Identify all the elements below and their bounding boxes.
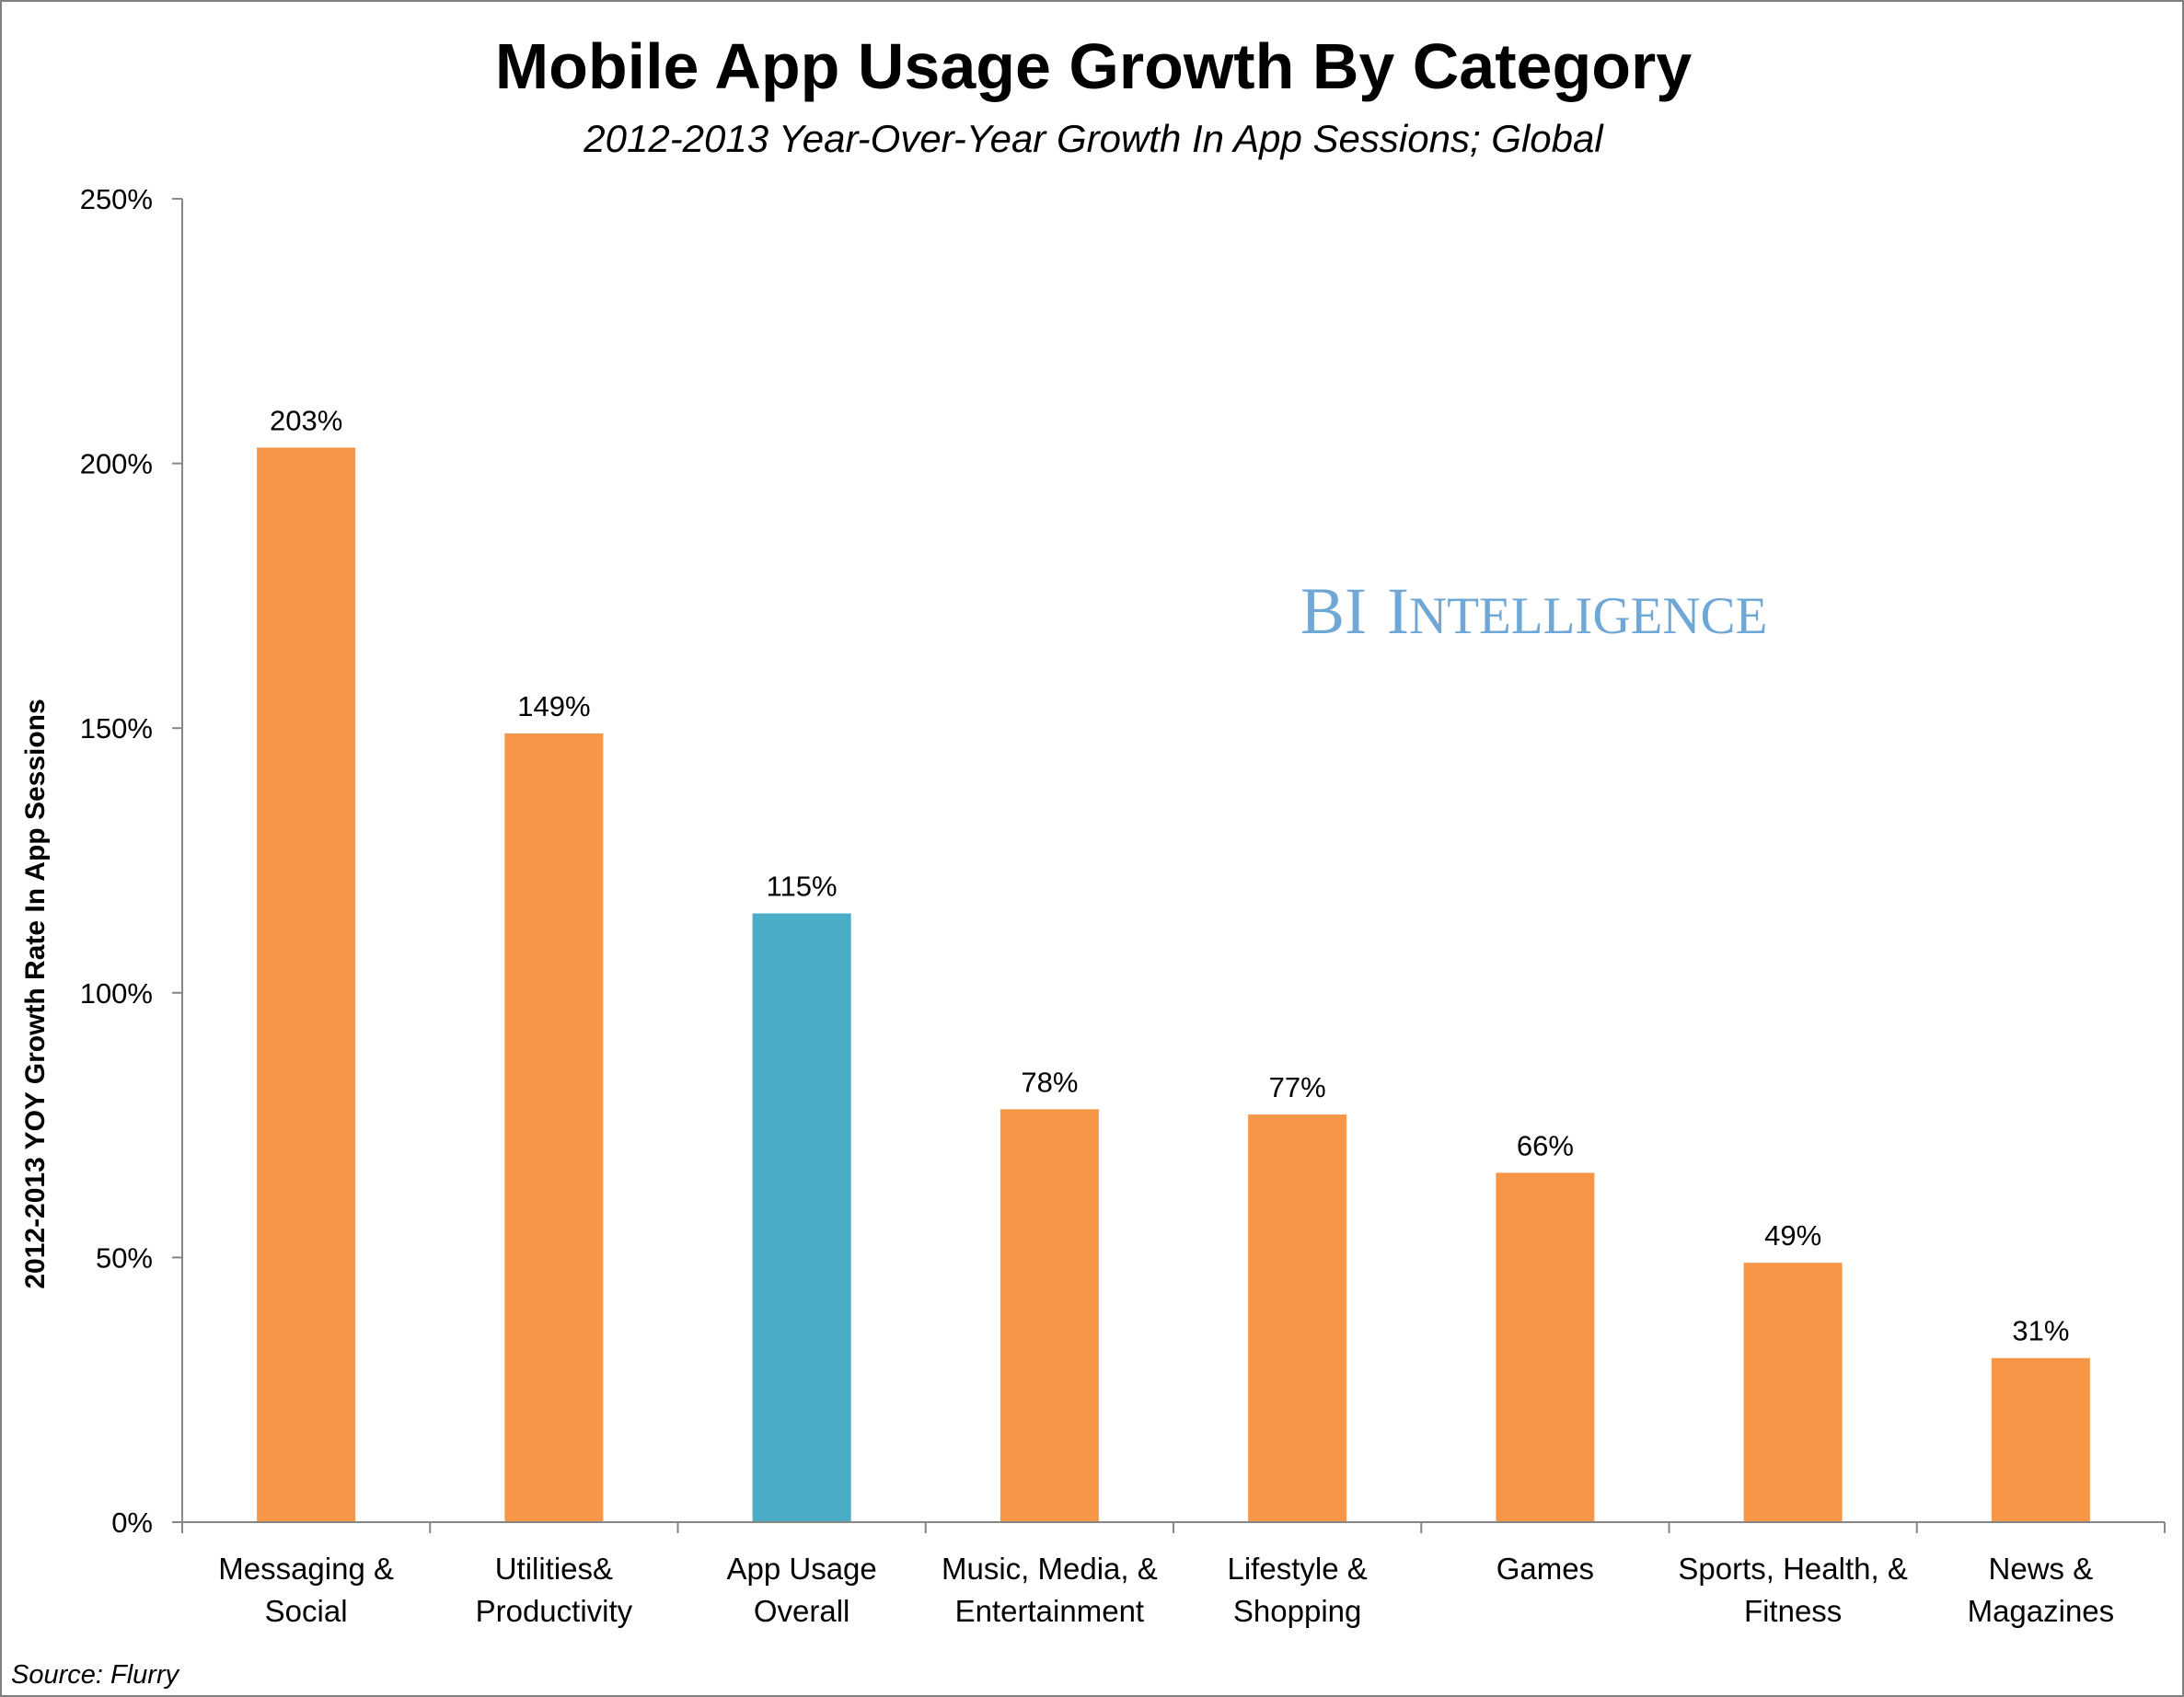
bars-group: 203% 149% 115% 78% 77% 66% 49% 31% bbox=[257, 404, 2090, 1522]
data-label: 115% bbox=[767, 871, 838, 903]
y-tick-label: 50% bbox=[96, 1241, 153, 1274]
category-label: Entertainment bbox=[955, 1594, 1144, 1628]
category-label: Messaging & bbox=[218, 1552, 394, 1586]
chart-subtitle: 2012-2013 Year-Over-Year Growth In App S… bbox=[583, 117, 1604, 160]
watermark-logo: BI INTELLIGENCE bbox=[1300, 574, 1767, 648]
bar bbox=[752, 913, 851, 1522]
data-label: 78% bbox=[1021, 1066, 1078, 1098]
y-tick-label: 0% bbox=[111, 1507, 153, 1539]
category-label: News & bbox=[1989, 1552, 2094, 1586]
category-label: Productivity bbox=[476, 1594, 633, 1628]
x-axis: Messaging & Social Utilities&Productivity A… bbox=[181, 1521, 2166, 1628]
data-label: 49% bbox=[1764, 1219, 1821, 1252]
bar bbox=[1496, 1172, 1595, 1522]
y-tick-label: 150% bbox=[80, 712, 153, 745]
category-label: Shopping bbox=[1233, 1594, 1361, 1628]
bar bbox=[257, 447, 356, 1522]
bar bbox=[1991, 1357, 2090, 1522]
bar bbox=[1248, 1114, 1347, 1522]
category-label: Overall bbox=[754, 1594, 850, 1628]
category-label: Lifestyle & bbox=[1228, 1552, 1368, 1586]
data-label: 66% bbox=[1517, 1129, 1574, 1161]
y-tick-label: 200% bbox=[80, 448, 153, 480]
category-label: Fitness bbox=[1744, 1594, 1842, 1628]
category-label: Sports, Health, & bbox=[1678, 1552, 1907, 1586]
category-label: App Usage bbox=[726, 1552, 876, 1586]
category-label: Games bbox=[1496, 1552, 1594, 1586]
bar bbox=[504, 733, 604, 1522]
data-label: 149% bbox=[517, 690, 590, 722]
chart-title: Mobile App Usage Growth By Category bbox=[495, 30, 1692, 102]
data-label: 31% bbox=[2012, 1315, 2069, 1347]
category-label: Social bbox=[265, 1594, 348, 1628]
source-note: Source: Flurry bbox=[11, 1660, 180, 1690]
y-tick-label: 100% bbox=[80, 977, 153, 1010]
category-label: Music, Media, & bbox=[942, 1552, 1158, 1586]
category-label: Magazines bbox=[1968, 1594, 2115, 1628]
y-axis-label: 2012-2013 YOY Growth Rate In App Session… bbox=[20, 698, 51, 1288]
data-label: 203% bbox=[270, 404, 342, 436]
y-axis: 0% 50% 100% 150% 200% 250% bbox=[80, 183, 183, 1539]
data-label: 77% bbox=[1269, 1071, 1326, 1103]
bar bbox=[1000, 1109, 1099, 1522]
category-label: Utilities& bbox=[495, 1552, 613, 1586]
bar bbox=[1743, 1263, 1843, 1522]
y-tick-label: 250% bbox=[80, 183, 153, 215]
